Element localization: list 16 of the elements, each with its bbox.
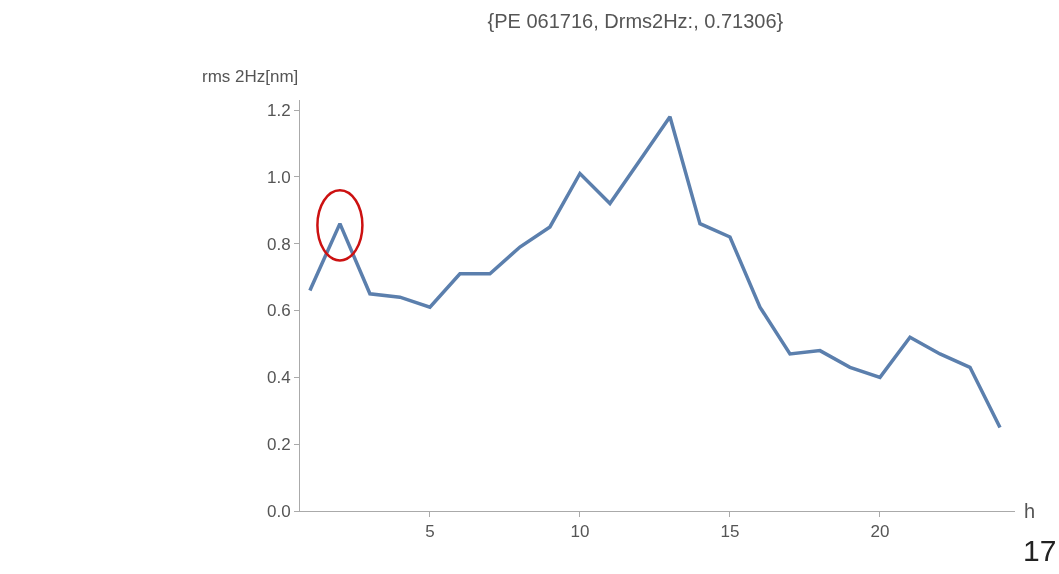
x-tick-label: 20 (870, 522, 890, 542)
y-tick-label: 0.6 (266, 301, 291, 321)
y-axis-title: rms 2Hz[nm] (202, 67, 299, 86)
x-tick-label: 5 (425, 522, 435, 542)
x-axis-title: h (1024, 500, 1036, 522)
y-tick-label: 0.2 (266, 435, 291, 455)
line-series (308, 114, 1002, 430)
x-tick-label: 10 (570, 522, 590, 542)
y-tick-label: 1.2 (266, 100, 291, 120)
y-tick-label: 1.0 (266, 167, 291, 187)
text: 17 (1023, 534, 1057, 567)
x-tick-label: 15 (720, 522, 740, 542)
y-tick-label: 0.0 (266, 501, 291, 521)
y-tick-label: 0.4 (266, 368, 291, 388)
chart-title: {PE 061716, Drms2Hz:, 0.71306} (487, 10, 784, 33)
y-tick-label: 0.8 (266, 234, 291, 254)
